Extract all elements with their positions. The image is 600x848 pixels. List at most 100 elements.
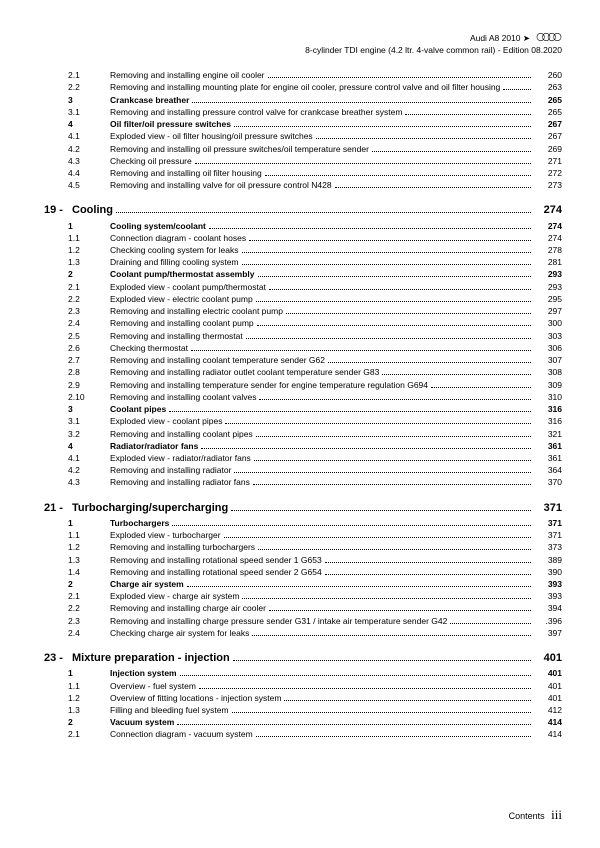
entry-number: 2 — [68, 717, 110, 728]
section-row: 4Radiator/radiator fans361 — [68, 441, 562, 452]
entry-title: Filling and bleeding fuel system — [110, 705, 229, 716]
entry-title: Exploded view - coolant pump/thermostat — [110, 282, 266, 293]
entry-title: Draining and filling cooling system — [110, 257, 239, 268]
entry-title: Removing and installing coolant pipes — [110, 429, 253, 440]
entry-title: Exploded view - radiator/radiator fans — [110, 453, 251, 464]
header-model: Audi A8 2010 ➤ — [470, 33, 530, 44]
page-number: 401 — [534, 651, 562, 665]
subsection-row: 3.1Removing and installing pressure cont… — [68, 107, 562, 118]
entry-title: Cooling system/coolant — [110, 221, 206, 232]
leader-dots — [258, 276, 531, 277]
page-number: 297 — [534, 306, 562, 317]
entry-title: Charge air system — [110, 579, 184, 590]
entry-title: Removing and installing coolant temperat… — [110, 355, 325, 366]
leader-dots — [256, 736, 531, 737]
leader-dots — [259, 399, 531, 400]
leader-dots — [224, 537, 531, 538]
footer: Contents iii — [509, 807, 562, 824]
leader-dots — [450, 623, 531, 624]
entry-title: Exploded view - turbocharger — [110, 530, 221, 541]
subsection-row: 2.8Removing and installing radiator outl… — [68, 367, 562, 378]
leader-dots — [231, 510, 531, 511]
subsection-row: 1.1Connection diagram - coolant hoses274 — [68, 233, 562, 244]
entry-title: Connection diagram - coolant hoses — [110, 233, 246, 244]
entry-number: 3.2 — [68, 429, 110, 440]
subsection-row: 1.2Checking cooling system for leaks278 — [68, 245, 562, 256]
entry-title: Crankcase breather — [110, 95, 189, 106]
entry-title: Removing and installing rotational speed… — [110, 555, 322, 566]
leader-dots — [431, 387, 531, 388]
entry-number: 2.2 — [68, 294, 110, 305]
entry-number: 2.1 — [68, 282, 110, 293]
section-row: 2Vacuum system414 — [68, 717, 562, 728]
subsection-row: 2.3Removing and installing electric cool… — [68, 306, 562, 317]
entry-number: 1 — [68, 518, 110, 529]
leader-dots — [187, 586, 531, 587]
entry-title: Coolant pipes — [110, 404, 166, 415]
leader-dots — [286, 313, 531, 314]
entry-title: Removing and installing radiator outlet … — [110, 367, 379, 378]
section-row: 2Charge air system393 — [68, 579, 562, 590]
entry-number: 1.2 — [68, 245, 110, 256]
entry-number: 2.6 — [68, 343, 110, 354]
leader-dots — [335, 187, 531, 188]
entry-number: 1.1 — [68, 681, 110, 692]
entry-number: 4.3 — [68, 477, 110, 488]
entry-number: 2.7 — [68, 355, 110, 366]
leader-dots — [172, 525, 531, 526]
leader-dots — [382, 374, 531, 375]
entry-title: Exploded view - coolant pipes — [110, 416, 222, 427]
page-number: 265 — [534, 107, 562, 118]
entry-number: 1.1 — [68, 530, 110, 541]
entry-title: Removing and installing radiator — [110, 465, 231, 476]
page-number: 260 — [534, 70, 562, 81]
leader-dots — [252, 635, 531, 636]
leader-dots — [268, 77, 531, 78]
entry-title: Removing and installing coolant pump — [110, 318, 254, 329]
page-number: 361 — [534, 453, 562, 464]
page-number: 371 — [534, 518, 562, 529]
chapter-number: 23 - — [44, 651, 72, 665]
entry-number: 4.5 — [68, 180, 110, 191]
page-number: 265 — [534, 95, 562, 106]
leader-dots — [234, 472, 531, 473]
subsection-row: 4.5Removing and installing valve for oil… — [68, 180, 562, 191]
chapter-heading: 19 -Cooling274 — [44, 203, 562, 217]
entry-number: 2.4 — [68, 628, 110, 639]
leader-dots — [372, 151, 531, 152]
subsection-row: 1.2Removing and installing turbochargers… — [68, 542, 562, 553]
subsection-row: 1.3Filling and bleeding fuel system412 — [68, 705, 562, 716]
leader-dots — [116, 212, 531, 213]
page-number: 309 — [534, 380, 562, 391]
page-number: 393 — [534, 591, 562, 602]
subsection-row: 2.1Exploded view - coolant pump/thermost… — [68, 282, 562, 293]
entry-number: 1 — [68, 221, 110, 232]
page-number: 295 — [534, 294, 562, 305]
leader-dots — [325, 562, 531, 563]
chapter-number: 21 - — [44, 501, 72, 515]
leader-dots — [191, 350, 531, 351]
page-number: 394 — [534, 603, 562, 614]
entry-title: Removing and installing thermostat — [110, 331, 243, 342]
entry-number: 1.3 — [68, 257, 110, 268]
subsection-row: 2.5Removing and installing thermostat303 — [68, 331, 562, 342]
page-number: 373 — [534, 542, 562, 553]
entry-title: Oil filter/oil pressure switches — [110, 119, 231, 130]
table-of-contents: 2.1Removing and installing engine oil co… — [44, 70, 562, 740]
chapter-title: Turbocharging/supercharging — [72, 501, 228, 515]
page-number: 316 — [534, 404, 562, 415]
entry-title: Turbochargers — [110, 518, 169, 529]
entry-title: Exploded view - electric coolant pump — [110, 294, 253, 305]
entry-number: 2.5 — [68, 331, 110, 342]
subsection-row: 1.1Exploded view - turbocharger371 — [68, 530, 562, 541]
page-number: 401 — [534, 668, 562, 679]
leader-dots — [242, 252, 531, 253]
entry-title: Checking charge air system for leaks — [110, 628, 249, 639]
leader-dots — [405, 114, 531, 115]
entry-number: 2.2 — [68, 82, 110, 93]
subsection-row: 4.3Checking oil pressure271 — [68, 156, 562, 167]
subsection-row: 1.3Draining and filling cooling system28… — [68, 257, 562, 268]
leader-dots — [249, 240, 531, 241]
leader-dots — [254, 460, 531, 461]
chapter-title: Cooling — [72, 203, 113, 217]
